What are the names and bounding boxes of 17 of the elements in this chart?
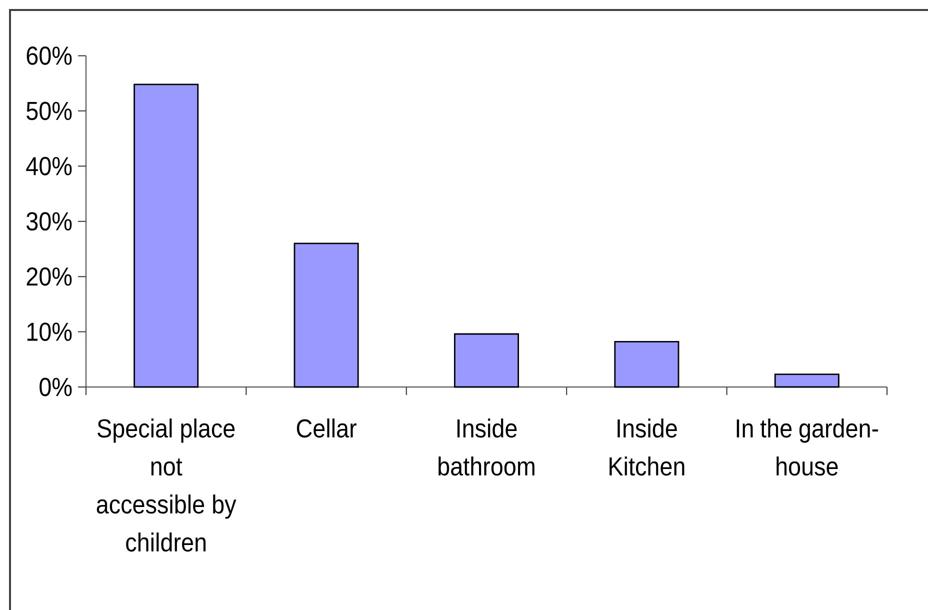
y-tick-label: 10% (27, 322, 72, 341)
bar (774, 374, 840, 388)
bar (134, 84, 199, 388)
x-tick-label: Inside Kitchen (610, 418, 684, 476)
y-tick-label: 20% (26, 267, 72, 286)
y-tick-label: 40% (26, 156, 72, 176)
y-tick-label: 30% (26, 212, 72, 231)
y-tick-label: 50% (26, 102, 72, 120)
x-tick-label: Inside bathroom (438, 418, 534, 476)
bar (294, 242, 359, 388)
bar (614, 341, 680, 388)
x-tick-label: Cellar (296, 418, 356, 438)
bar (454, 333, 520, 388)
x-tick-label: In the garden-house (736, 418, 878, 476)
y-tick-label: 0% (40, 378, 72, 396)
x-tick-label: Special place not accessible by children (96, 418, 236, 552)
y-tick-label: 60% (26, 46, 72, 65)
